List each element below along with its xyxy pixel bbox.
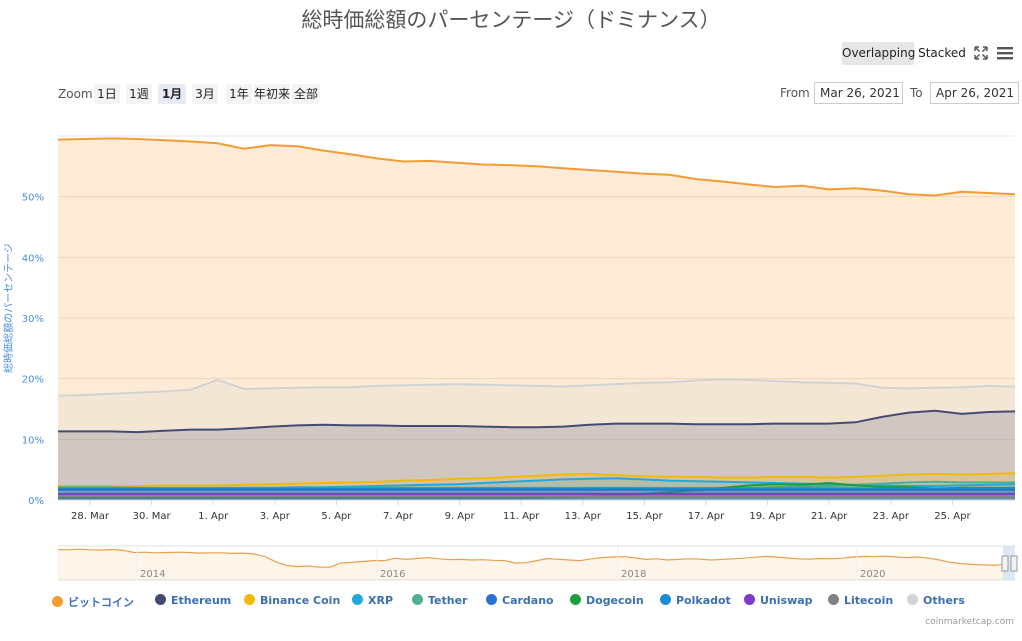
chart-title: 総時価総額のパーセンテージ（ドミナンス） (301, 8, 721, 32)
legend-item-ethereum[interactable]: Ethereum (155, 594, 231, 607)
legend-item-cardano[interactable]: Cardano (486, 594, 554, 607)
y-tick-label: 20% (22, 375, 44, 386)
legend-label-binance-coin: Binance Coin (260, 594, 341, 607)
x-tick-label: 19. Apr (749, 511, 786, 522)
stacked-mode-button[interactable]: Stacked (918, 46, 966, 60)
legend-item-litecoin[interactable]: Litecoin (828, 594, 893, 607)
navigator-line (57, 548, 1006, 568)
legend-item-dogecoin[interactable]: Dogecoin (570, 594, 644, 607)
zoom-ytd-button[interactable]: 年初来 (254, 84, 290, 104)
legend-dot-binance-coin (244, 594, 255, 605)
legend-dot-tether (412, 594, 423, 605)
zoom-label: Zoom (58, 87, 93, 101)
y-tick-label: 50% (22, 193, 44, 204)
x-tick-label: 1. Apr (198, 511, 229, 522)
from-date-input[interactable]: Mar 26, 2021 (814, 82, 903, 104)
legend-item-tether[interactable]: Tether (412, 594, 467, 607)
legend-label-others: Others (923, 594, 965, 607)
legend-label-uniswap: Uniswap (760, 594, 813, 607)
legend-dot-xrp (352, 594, 363, 605)
x-tick-label: 3. Apr (260, 511, 291, 522)
series-3-line (58, 472, 1016, 487)
navigator-handle-left[interactable] (1001, 555, 1009, 572)
series-0-area (58, 138, 1015, 500)
legend-item-polkadot[interactable]: Polkadot (660, 594, 731, 607)
legend-dot-litecoin (828, 594, 839, 605)
legend-label-litecoin: Litecoin (844, 594, 894, 607)
y-axis-title: 総時価総額のパーセンテージ (2, 243, 15, 373)
zoom-all-button[interactable]: 全部 (292, 84, 320, 104)
x-tick-label: 28. Mar (71, 511, 110, 522)
legend-item-others[interactable]: Others (907, 594, 965, 607)
legend-dot-cardano (486, 594, 497, 605)
x-tick-label: 15. Apr (626, 511, 663, 522)
series-1-area (58, 379, 1015, 500)
legend-dot-uniswap (744, 594, 755, 605)
y-tick-label: 30% (22, 314, 44, 325)
from-label: From (780, 86, 810, 100)
fullscreen-icon[interactable] (972, 44, 990, 62)
x-tick-label: 17. Apr (688, 511, 725, 522)
legend-dot-bitcoin (52, 596, 63, 607)
legend-label-ethereum: Ethereum (171, 594, 232, 607)
x-tick-label: 11. Apr (503, 511, 540, 522)
x-tick-label: 30. Mar (133, 511, 172, 522)
navigator-year-label: 2014 (140, 569, 165, 580)
overlapping-mode-button[interactable]: Overlapping (842, 42, 915, 65)
x-tick-label: 7. Apr (383, 511, 414, 522)
x-tick-label: 5. Apr (321, 511, 352, 522)
legend-dot-others (907, 594, 918, 605)
series-2-line (58, 409, 1016, 434)
x-tick-label: 25. Apr (934, 511, 971, 522)
zoom-1m-button[interactable]: 1月 (158, 84, 186, 104)
hamburger-menu-icon[interactable] (996, 44, 1014, 62)
x-tick-label: 13. Apr (565, 511, 602, 522)
legend-item-uniswap[interactable]: Uniswap (744, 594, 813, 607)
legend-label-polkadot: Polkadot (676, 594, 731, 607)
legend-dot-dogecoin (570, 594, 581, 605)
legend-item-xrp[interactable]: XRP (352, 594, 393, 607)
to-date-input[interactable]: Apr 26, 2021 (930, 82, 1019, 104)
legend-label-tether: Tether (428, 594, 468, 607)
legend-dot-polkadot (660, 594, 671, 605)
to-label: To (910, 86, 923, 100)
zoom-1y-button[interactable]: 1年 (226, 84, 252, 104)
legend-dot-ethereum (155, 594, 166, 605)
credit-text: coinmarketcap.com (925, 617, 1014, 627)
legend-label-dogecoin: Dogecoin (586, 594, 644, 607)
series-1-line (57, 378, 1016, 397)
zoom-1d-button[interactable]: 1日 (94, 84, 120, 104)
navigator-year-label: 2018 (621, 569, 646, 580)
y-tick-label: 0% (28, 496, 44, 507)
navigator-handle-right[interactable] (1010, 555, 1018, 572)
y-tick-label: 10% (22, 435, 44, 446)
legend-label-bitcoin: ビットコイン (68, 596, 134, 609)
legend-item-binance-coin[interactable]: Binance Coin (244, 594, 340, 607)
x-tick-label: 9. Apr (445, 511, 476, 522)
x-tick-label: 21. Apr (811, 511, 848, 522)
y-tick-label: 40% (22, 253, 44, 264)
series-0-line (57, 137, 1016, 197)
legend-label-xrp: XRP (368, 594, 394, 607)
x-tick-label: 23. Apr (873, 511, 910, 522)
navigator-year-label: 2020 (860, 569, 885, 580)
legend-label-cardano: Cardano (502, 594, 554, 607)
series-7-line (58, 481, 1015, 500)
navigator-year-label: 2016 (380, 569, 405, 580)
zoom-3m-button[interactable]: 3月 (192, 84, 218, 104)
legend-item-bitcoin[interactable]: ビットコイン (52, 594, 134, 610)
zoom-1w-button[interactable]: 1週 (126, 84, 152, 104)
